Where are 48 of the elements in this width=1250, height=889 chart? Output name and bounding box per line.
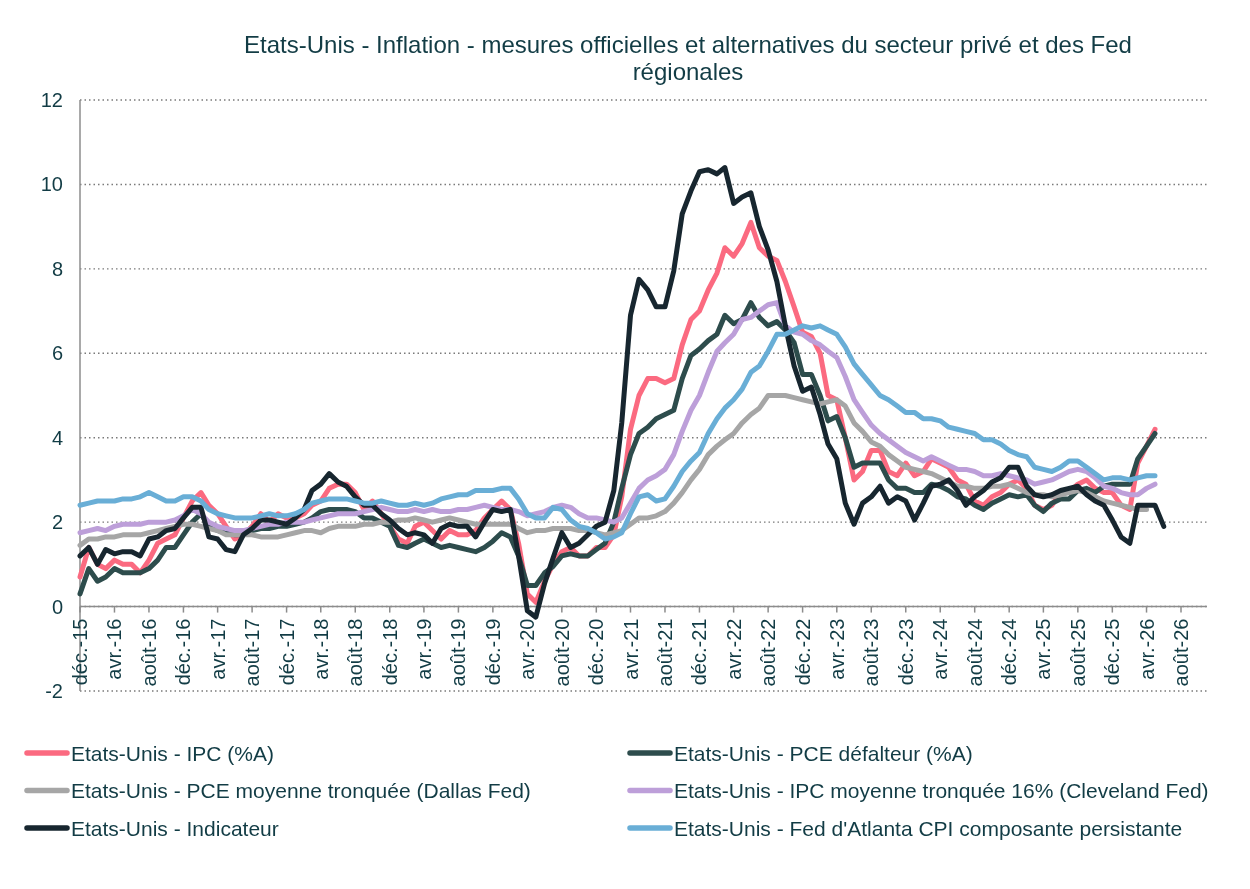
y-tick-label: 10 (40, 173, 63, 196)
legend-label: Etats-Unis - IPC (%A) (71, 741, 275, 765)
y-tick-label: 8 (51, 257, 63, 280)
chart-title: Etats-Unis - Inflation - mesures officielles et alternatives du secteur privé et des Fed régionales (244, 31, 1132, 85)
x-tick-label: déc.-22 (791, 618, 814, 686)
y-tick-label: 6 (51, 342, 63, 365)
x-tick-label: avr.-21 (619, 618, 642, 680)
legend-label: Etats-Unis - Indicateur (71, 816, 279, 840)
x-tick-label: avr.-25 (1032, 618, 1055, 680)
x-tick-label: déc.-18 (378, 618, 401, 686)
y-tick-label: 4 (51, 426, 63, 449)
x-tick-label: avr.-24 (929, 618, 952, 680)
x-tick-label: déc.-16 (172, 618, 195, 686)
x-tick-label: avr.-19 (412, 618, 435, 680)
x-tick-label: déc.-20 (585, 618, 608, 686)
x-tick-label: déc.-19 (481, 618, 504, 686)
y-tick-label: 12 (40, 89, 63, 111)
x-tick-label: déc.-21 (688, 618, 711, 686)
x-tick-label: avr.-20 (516, 618, 539, 680)
y-tick-label: 2 (51, 511, 63, 534)
x-tick-label: déc.-17 (275, 618, 298, 686)
x-tick-label: avr.-18 (309, 618, 332, 680)
y-tick-label: -2 (45, 680, 63, 702)
x-tick-label: avr.-26 (1135, 618, 1158, 680)
y-tick-label: 0 (51, 595, 63, 618)
x-tick-label: août-26 (1170, 618, 1192, 687)
x-tick-label: août-23 (860, 618, 883, 687)
legend-label: Etats-Unis - PCE moyenne tronquée (Dallas Fed) (71, 779, 531, 802)
x-tick-label: déc.-25 (1101, 618, 1124, 686)
x-tick-label: août-22 (757, 618, 780, 687)
x-tick-label: août-16 (137, 618, 160, 687)
x-tick-label: août-24 (963, 618, 986, 687)
x-tick-label: déc.-24 (998, 618, 1021, 686)
x-tick-label: avr.-16 (103, 618, 126, 680)
x-tick-label: avr.-23 (825, 618, 848, 680)
x-tick-label: août-17 (241, 618, 264, 687)
x-tick-label: août-25 (1066, 618, 1089, 687)
x-tick-label: août-21 (653, 618, 676, 687)
x-tick-label: août-19 (447, 618, 470, 687)
x-tick-label: avr.-17 (206, 618, 229, 680)
x-tick-label: déc.-23 (894, 618, 917, 686)
x-tick-label: août-20 (550, 618, 573, 687)
legend-label: Etats-Unis - Fed d'Atlanta CPI composante persistante (674, 816, 1183, 840)
legend-label: Etats-Unis - IPC moyenne tronquée 16% (Cleveland Fed) (674, 779, 1209, 802)
legend-label: Etats-Unis - PCE défalteur (%A) (674, 741, 973, 765)
x-tick-label: déc.-15 (69, 618, 91, 686)
x-tick-label: août-18 (344, 618, 367, 687)
x-tick-label: avr.-22 (722, 618, 745, 680)
